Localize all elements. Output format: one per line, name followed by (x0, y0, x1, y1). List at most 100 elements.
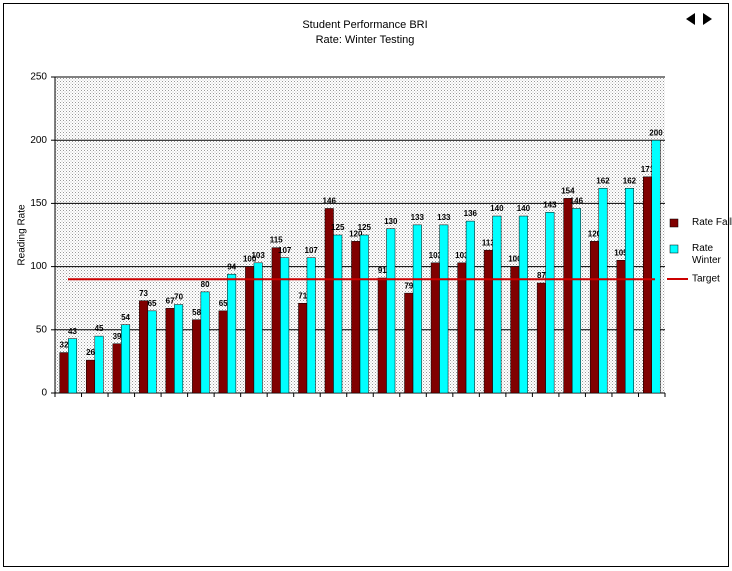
value-label: 79 (404, 281, 413, 290)
bar (59, 352, 69, 394)
value-label: 143 (543, 200, 557, 209)
value-label: 73 (139, 289, 148, 298)
value-label: 32 (60, 341, 69, 350)
value-label: 103 (455, 251, 469, 260)
bar (651, 139, 661, 394)
value-label: 103 (429, 251, 443, 260)
value-label: 130 (384, 217, 398, 226)
bar (192, 319, 202, 394)
value-label: 100 (243, 255, 257, 264)
bar (589, 241, 599, 394)
bar (492, 215, 502, 394)
bar (333, 234, 343, 394)
value-label: 125 (358, 223, 372, 232)
bar (94, 335, 104, 394)
value-label: 140 (490, 204, 504, 213)
value-label: 162 (623, 176, 637, 185)
value-label: 171 (641, 165, 655, 174)
bar (298, 303, 308, 394)
bar (324, 208, 334, 394)
value-label: 87 (537, 271, 546, 280)
bar (271, 247, 281, 394)
bar (68, 338, 78, 394)
legend-label: Rate Fall (692, 217, 732, 228)
value-label: 140 (517, 204, 531, 213)
value-label: 154 (561, 186, 575, 195)
value-label: 58 (192, 308, 201, 317)
bar (139, 300, 149, 394)
value-label: 120 (588, 229, 602, 238)
bar (563, 198, 573, 394)
value-label: 70 (174, 293, 183, 302)
value-label: 26 (86, 348, 95, 357)
value-label: 103 (251, 251, 265, 260)
bar (121, 324, 131, 394)
value-label: 115 (270, 236, 283, 245)
bar (624, 187, 634, 394)
value-label: 133 (437, 213, 451, 222)
value-label: 65 (148, 299, 157, 308)
value-label: 39 (113, 332, 122, 341)
bar (377, 277, 387, 394)
legend-label: Rate Winter (692, 243, 721, 266)
y-tick-label: 150 (30, 198, 47, 209)
value-label: 136 (464, 209, 478, 218)
value-label: 45 (95, 324, 104, 333)
value-label: 146 (570, 197, 584, 206)
y-axis-label: Reading Rate (17, 204, 28, 266)
value-label: 100 (508, 255, 522, 264)
bar (253, 262, 263, 394)
bar (430, 262, 440, 394)
value-label: 162 (596, 176, 610, 185)
chart-subtitle: Rate: Winter Testing (316, 34, 415, 46)
value-label: 94 (227, 262, 236, 271)
value-label: 43 (68, 327, 77, 336)
bar (412, 224, 422, 394)
value-label: 146 (323, 197, 337, 206)
bar (306, 257, 316, 394)
bar (598, 187, 608, 394)
bar (483, 249, 493, 394)
value-label: 80 (201, 280, 210, 289)
bar (165, 308, 175, 394)
chart-title: Student Performance BRI (302, 19, 427, 31)
bar (545, 211, 555, 394)
bar (112, 343, 122, 394)
bar (218, 310, 228, 394)
bar (200, 291, 210, 394)
bar (351, 241, 361, 394)
value-label: 54 (121, 313, 130, 322)
bar (227, 273, 237, 394)
bar (280, 257, 290, 394)
y-tick-label: 100 (30, 261, 47, 272)
value-label: 105 (614, 248, 628, 257)
value-label: 91 (378, 266, 387, 275)
legend-swatch (669, 218, 679, 228)
bar (245, 266, 255, 394)
bar (404, 292, 414, 394)
value-label: 65 (219, 299, 228, 308)
y-tick-label: 0 (41, 388, 47, 399)
bar (359, 234, 369, 394)
bar (518, 215, 528, 394)
value-label: 107 (305, 246, 319, 255)
value-label: 71 (298, 291, 307, 300)
y-tick-label: 50 (36, 324, 48, 335)
bar (439, 224, 449, 394)
bar (86, 359, 96, 394)
bar (642, 176, 652, 394)
bar (536, 282, 546, 394)
legend-swatch (669, 244, 679, 254)
value-label: 125 (331, 223, 345, 232)
value-label: 67 (166, 296, 175, 305)
value-label: 113 (482, 238, 495, 247)
bar (465, 220, 475, 394)
bar (147, 310, 157, 394)
bar (457, 262, 467, 394)
y-tick-label: 200 (30, 135, 47, 146)
prev-arrow[interactable] (686, 13, 695, 25)
bar (386, 228, 396, 394)
next-arrow[interactable] (703, 13, 712, 25)
